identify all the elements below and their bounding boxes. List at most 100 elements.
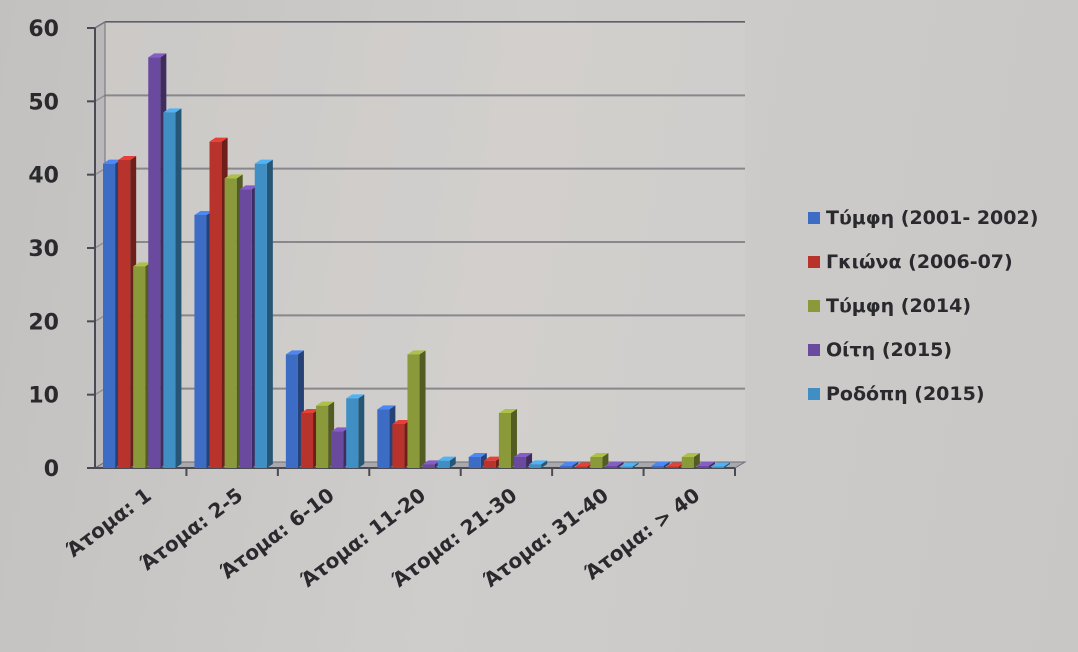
bar-front — [651, 465, 664, 468]
bar-side — [632, 462, 639, 468]
y-tick-labels: 0 10 20 30 40 50 60 — [28, 17, 59, 482]
bar-top — [590, 453, 609, 457]
bar-front — [209, 141, 222, 468]
legend-label: Οίτη (2015) — [826, 339, 953, 361]
bar-side — [510, 409, 517, 468]
bar-top — [513, 453, 533, 457]
bar-top — [560, 461, 579, 466]
legend-swatch — [808, 300, 820, 312]
x-category-label: Άτομα: 1 — [62, 483, 156, 562]
y-tick-label: 40 — [28, 164, 59, 189]
bar-top — [103, 159, 122, 164]
bar-top — [651, 461, 670, 466]
bar-front — [118, 160, 131, 468]
bar-side — [663, 461, 670, 468]
bar-front — [377, 409, 390, 468]
bar-front — [407, 354, 420, 468]
y-tick-label: 50 — [28, 90, 59, 115]
bar-front — [316, 405, 329, 468]
bar-top — [407, 350, 426, 355]
bar-top — [118, 156, 137, 160]
legend-label: Γκιώνα (2006-07) — [826, 251, 1013, 273]
bar-front — [681, 457, 694, 468]
bar-top — [605, 461, 624, 466]
bar-front — [437, 460, 450, 468]
bar-front — [346, 398, 359, 468]
bar-top — [331, 427, 350, 432]
bar-top — [346, 394, 365, 399]
legend: Τύμφη (2001- 2002) Γκιώνα (2006-07) Τύμφη … — [808, 196, 1038, 416]
bar-front — [422, 464, 435, 468]
bar — [437, 456, 456, 468]
bar-front — [285, 354, 298, 468]
bar-top — [163, 108, 182, 113]
bar — [498, 409, 517, 468]
bar-top — [300, 409, 320, 413]
bar-side — [419, 350, 426, 468]
bar — [407, 350, 426, 468]
bar-front — [468, 457, 481, 468]
bar — [605, 461, 624, 468]
legend-item: Τύμφη (2014) — [808, 284, 1038, 328]
bars — [103, 53, 730, 469]
legend-item: Οίτη (2015) — [808, 328, 1038, 372]
bar — [620, 462, 639, 468]
bar-side — [266, 159, 273, 468]
bar-top — [392, 420, 411, 424]
bar-top — [620, 462, 639, 467]
legend-label: Τύμφη (2001- 2002) — [826, 207, 1039, 229]
bar-front — [483, 460, 496, 468]
bar-front — [194, 215, 207, 468]
y-tick-label: 60 — [28, 17, 59, 42]
legend-swatch — [808, 256, 820, 268]
y-tick-label: 20 — [28, 310, 59, 335]
bar-front — [300, 413, 314, 468]
legend-swatch — [808, 344, 820, 356]
bar-front — [575, 466, 588, 468]
bar-front — [605, 465, 618, 468]
bar-front — [666, 466, 679, 468]
bar — [529, 460, 548, 468]
legend-label: Τύμφη (2014) — [826, 295, 972, 317]
bar-top — [224, 174, 243, 179]
bar-top — [666, 462, 685, 467]
bar — [560, 461, 579, 468]
legend-label: Ροδόπη (2015) — [826, 383, 985, 405]
bar-top — [209, 137, 228, 142]
bar-side — [541, 460, 548, 468]
bar — [346, 394, 365, 468]
bar — [254, 159, 273, 468]
bar-top — [377, 405, 396, 410]
bar-top — [194, 211, 213, 215]
bar-top — [711, 462, 730, 467]
bar-front — [163, 112, 176, 468]
legend-swatch — [808, 212, 820, 224]
bar-front — [696, 465, 709, 468]
bar-front — [224, 178, 237, 469]
bar-top — [575, 462, 594, 467]
bar-top — [437, 456, 456, 461]
bar-front — [560, 465, 573, 468]
bar — [681, 453, 700, 468]
bar-front — [133, 266, 146, 468]
y-tick-label: 0 — [44, 457, 59, 482]
bar-side — [449, 456, 456, 468]
bar-top — [316, 401, 335, 406]
bar-front — [254, 163, 267, 468]
bar-front — [498, 413, 511, 468]
bar-side — [175, 108, 182, 468]
bar-side — [358, 394, 365, 468]
bar-top — [468, 453, 487, 457]
bar-top — [254, 159, 273, 164]
bar-top — [239, 185, 258, 190]
legend-item: Γκιώνα (2006-07) — [808, 240, 1038, 284]
bar-side — [708, 461, 715, 468]
bar-top — [133, 262, 152, 267]
bar-side — [602, 453, 609, 468]
bar-front — [331, 431, 344, 468]
bar-top — [483, 456, 502, 461]
legend-item: Ροδόπη (2015) — [808, 372, 1038, 416]
